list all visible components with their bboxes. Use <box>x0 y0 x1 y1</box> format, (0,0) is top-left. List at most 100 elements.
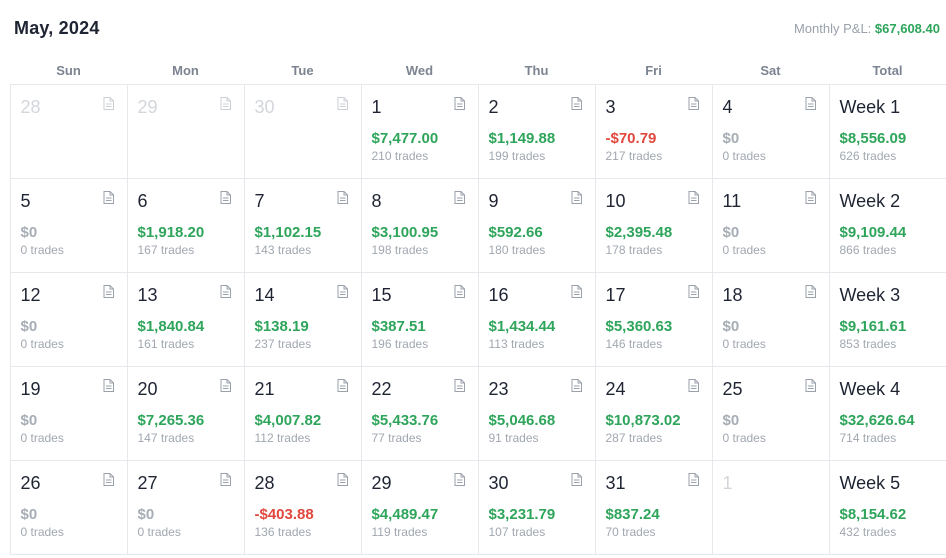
day-trade-count: 113 trades <box>488 336 545 351</box>
note-icon[interactable] <box>103 190 114 204</box>
calendar-day[interactable]: 11 $0 0 trades <box>711 177 830 273</box>
note-icon[interactable] <box>103 472 114 486</box>
day-number: 23 <box>488 378 509 399</box>
week-total[interactable]: Week 2 $9,109.44 866 trades <box>828 177 946 273</box>
week-total[interactable]: Week 5 $8,154.62 432 trades <box>828 459 946 555</box>
calendar-day[interactable]: 10 $2,395.48 178 trades <box>594 177 713 273</box>
calendar-day[interactable]: 5 $0 0 trades <box>9 177 128 273</box>
day-trade-count: 196 trades <box>371 336 429 351</box>
week-trade-count: 866 trades <box>839 242 897 257</box>
day-trade-count: 0 trades <box>20 336 64 351</box>
note-icon[interactable] <box>688 378 699 392</box>
calendar-day[interactable]: 8 $3,100.95 198 trades <box>360 177 479 273</box>
note-icon[interactable] <box>454 190 465 204</box>
note-icon[interactable] <box>337 472 348 486</box>
calendar-day[interactable]: 18 $0 0 trades <box>711 271 830 367</box>
day-number: 22 <box>371 378 392 399</box>
day-number: 25 <box>722 378 743 399</box>
day-trade-count: 107 trades <box>488 524 546 539</box>
day-number: 28 <box>254 472 275 493</box>
calendar-day[interactable]: 15 $387.51 196 trades <box>360 271 479 367</box>
calendar-day[interactable]: 24 $10,873.02 287 trades <box>594 365 713 461</box>
calendar-day[interactable]: 13 $1,840.84 161 trades <box>126 271 245 367</box>
calendar-day[interactable]: 3 -$70.79 217 trades <box>594 83 713 179</box>
calendar-day[interactable]: 17 $5,360.63 146 trades <box>594 271 713 367</box>
note-icon[interactable] <box>688 190 699 204</box>
note-icon[interactable] <box>805 284 816 298</box>
calendar-day[interactable]: 9 $592.66 180 trades <box>477 177 596 273</box>
day-pnl-amount: $0 <box>722 411 740 429</box>
calendar-day[interactable]: 21 $4,007.82 112 trades <box>243 365 362 461</box>
week-label: Week 3 <box>839 284 901 305</box>
note-icon[interactable] <box>805 96 816 110</box>
monthly-pnl-label: Monthly P&L: <box>793 21 872 36</box>
day-number: 29 <box>137 96 158 117</box>
week-total[interactable]: Week 1 $8,556.09 626 trades <box>828 83 946 179</box>
note-icon[interactable] <box>220 378 231 392</box>
note-icon[interactable] <box>220 190 231 204</box>
note-icon[interactable] <box>454 96 465 110</box>
note-icon[interactable] <box>220 284 231 298</box>
note-icon[interactable] <box>805 378 816 392</box>
note-icon[interactable] <box>337 378 348 392</box>
note-icon[interactable] <box>454 378 465 392</box>
day-trade-count: 0 trades <box>20 524 64 539</box>
week-total[interactable]: Week 3 $9,161.61 853 trades <box>828 271 946 367</box>
day-pnl-amount: $1,918.20 <box>137 223 205 241</box>
calendar-day[interactable]: 20 $7,265.36 147 trades <box>126 365 245 461</box>
calendar-day[interactable]: 1 $7,477.00 210 trades <box>360 83 479 179</box>
week-total[interactable]: Week 4 $32,626.64 714 trades <box>828 365 946 461</box>
day-number: 1 <box>722 472 733 493</box>
calendar-day[interactable]: 6 $1,918.20 167 trades <box>126 177 245 273</box>
note-icon[interactable] <box>688 472 699 486</box>
calendar-day[interactable]: 19 $0 0 trades <box>9 365 128 461</box>
note-icon[interactable] <box>571 472 582 486</box>
calendar-day[interactable]: 14 $138.19 237 trades <box>243 271 362 367</box>
calendar-day[interactable]: 26 $0 0 trades <box>9 459 128 555</box>
calendar-day[interactable]: 16 $1,434.44 113 trades <box>477 271 596 367</box>
day-trade-count: 136 trades <box>254 524 312 539</box>
day-number: 19 <box>20 378 41 399</box>
calendar-day[interactable]: 4 $0 0 trades <box>711 83 830 179</box>
note-icon[interactable] <box>805 190 816 204</box>
day-pnl-amount: $0 <box>20 411 38 429</box>
day-number: 20 <box>137 378 158 399</box>
note-icon[interactable] <box>337 190 348 204</box>
note-icon[interactable] <box>337 284 348 298</box>
day-trade-count: 77 trades <box>371 430 422 445</box>
day-number: 15 <box>371 284 392 305</box>
note-icon[interactable] <box>454 472 465 486</box>
calendar-day[interactable]: 2 $1,149.88 199 trades <box>477 83 596 179</box>
day-trade-count: 167 trades <box>137 242 195 257</box>
note-icon[interactable] <box>103 378 114 392</box>
calendar-day[interactable]: 30 $3,231.79 107 trades <box>477 459 596 555</box>
calendar-day[interactable]: 31 $837.24 70 trades <box>594 459 713 555</box>
note-icon[interactable] <box>571 284 582 298</box>
note-icon[interactable] <box>103 284 114 298</box>
day-trade-count: 112 trades <box>254 430 311 445</box>
calendar-day[interactable]: 29 $4,489.47 119 trades <box>360 459 479 555</box>
calendar-day[interactable]: 25 $0 0 trades <box>711 365 830 461</box>
note-icon[interactable] <box>571 190 582 204</box>
note-icon[interactable] <box>688 96 699 110</box>
day-trade-count: 143 trades <box>254 242 312 257</box>
day-pnl-amount: $592.66 <box>488 223 543 241</box>
day-trade-count: 91 trades <box>488 430 539 445</box>
note-icon[interactable] <box>571 96 582 110</box>
calendar-day[interactable]: 12 $0 0 trades <box>9 271 128 367</box>
calendar-day[interactable]: 23 $5,046.68 91 trades <box>477 365 596 461</box>
note-icon[interactable] <box>571 378 582 392</box>
day-pnl-amount: $7,265.36 <box>137 411 205 429</box>
calendar-day[interactable]: 22 $5,433.76 77 trades <box>360 365 479 461</box>
note-icon[interactable] <box>454 284 465 298</box>
day-pnl-amount: $0 <box>20 223 38 241</box>
day-trade-count: 0 trades <box>722 242 766 257</box>
calendar-day[interactable]: 7 $1,102.15 143 trades <box>243 177 362 273</box>
calendar-day[interactable]: 28 -$403.88 136 trades <box>243 459 362 555</box>
day-trade-count: 119 trades <box>371 524 428 539</box>
day-trade-count: 180 trades <box>488 242 546 257</box>
note-icon[interactable] <box>220 472 231 486</box>
calendar-day[interactable]: 27 $0 0 trades <box>126 459 245 555</box>
note-icon <box>337 96 348 110</box>
note-icon[interactable] <box>688 284 699 298</box>
